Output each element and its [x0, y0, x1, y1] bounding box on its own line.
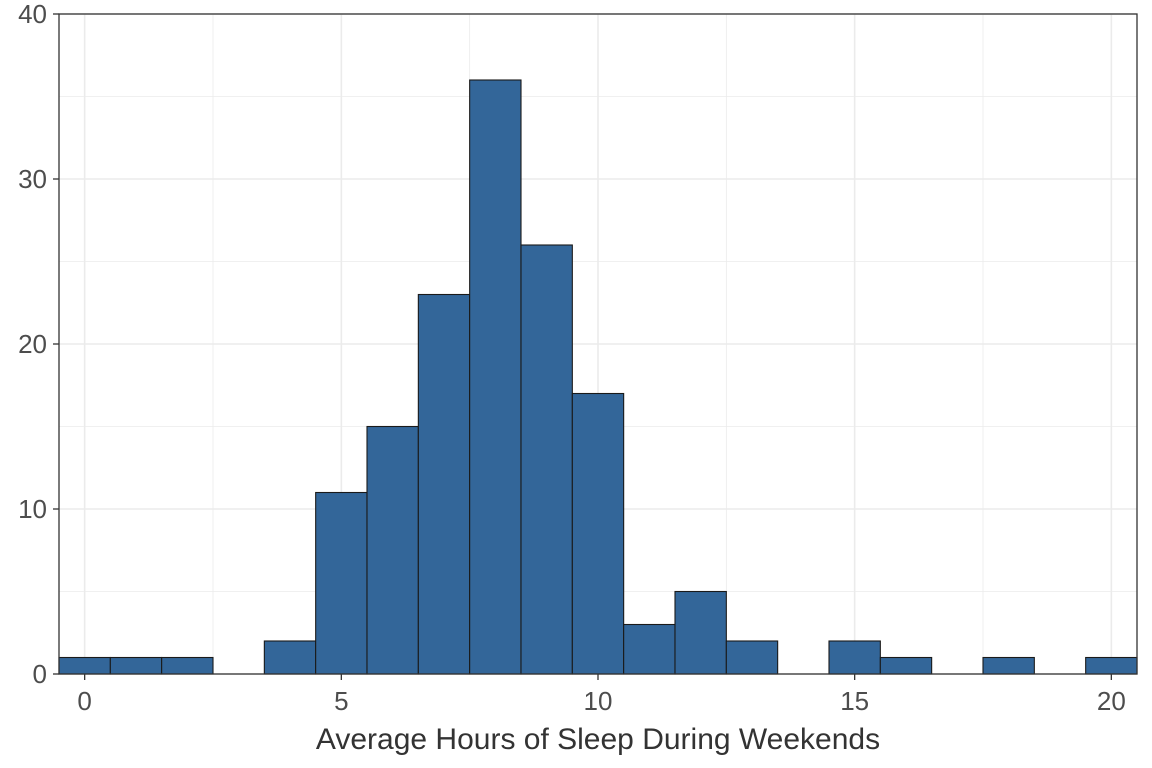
x-axis-title: Average Hours of Sleep During Weekends — [316, 723, 880, 756]
y-tick-label: 40 — [18, 0, 47, 29]
histogram-bar — [982, 656, 1035, 675]
histogram-bar — [828, 640, 881, 675]
histogram-bar — [879, 656, 933, 675]
histogram-bar — [366, 425, 419, 675]
x-tick-label: 0 — [77, 686, 91, 716]
y-tick-label: 20 — [18, 329, 47, 359]
histogram-bar — [571, 392, 625, 675]
histogram-bars — [58, 79, 1138, 675]
histogram-bar — [263, 640, 317, 675]
x-axis-ticks: 0 5 10 15 20 — [77, 674, 1126, 716]
y-tick-label: 10 — [18, 494, 47, 524]
histogram-bar — [109, 656, 163, 675]
histogram-bar — [58, 656, 111, 675]
histogram-bar — [623, 623, 676, 675]
histogram-bar — [315, 491, 368, 675]
histogram-bar — [520, 244, 573, 675]
histogram-bar — [161, 656, 214, 675]
y-axis-ticks: 0 10 20 30 40 — [18, 0, 59, 689]
histogram-bar — [674, 590, 727, 675]
x-tick-label: 20 — [1097, 686, 1126, 716]
x-tick-label: 5 — [334, 686, 348, 716]
histogram-bar — [417, 293, 471, 675]
y-tick-label: 30 — [18, 164, 47, 194]
y-tick-label: 0 — [33, 659, 47, 689]
x-tick-label: 10 — [584, 686, 613, 716]
histogram-bar — [469, 79, 522, 675]
histogram-bar — [725, 640, 779, 675]
x-tick-label: 15 — [840, 686, 869, 716]
histogram-bar — [1085, 656, 1138, 675]
